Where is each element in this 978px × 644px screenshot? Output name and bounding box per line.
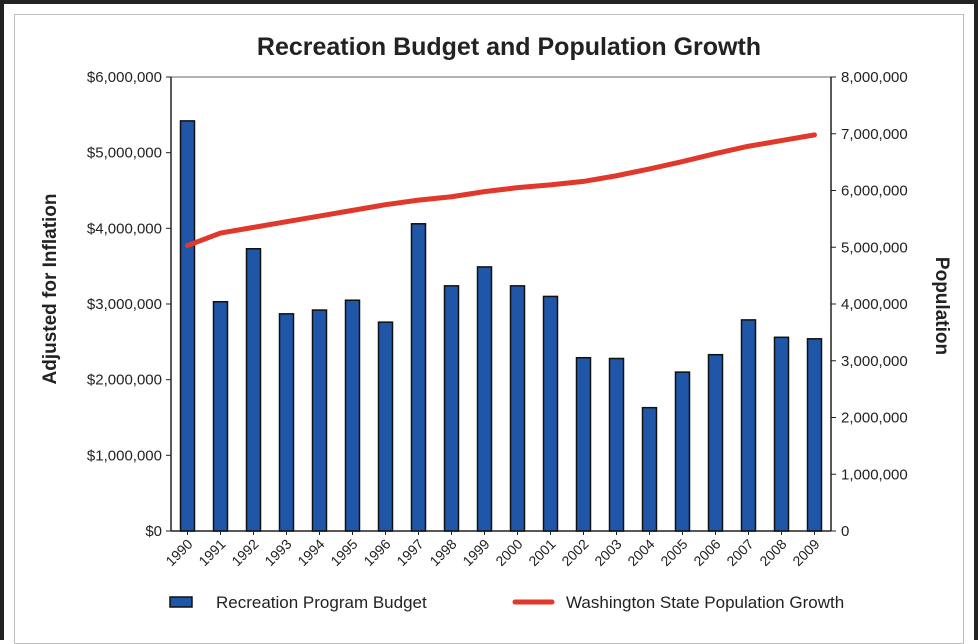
y-left-tick-label: $3,000,000 (87, 296, 162, 313)
x-tick-label: 2000 (492, 536, 525, 569)
bar-2007 (740, 319, 757, 532)
x-tick-label: 2001 (525, 536, 558, 569)
y-right-tick-label: 7,000,000 (841, 126, 908, 143)
chart-title: Recreation Budget and Population Growth (257, 33, 761, 61)
x-tick-label: 2006 (690, 536, 723, 569)
bar-1995 (344, 299, 361, 532)
legend-label-population: Washington State Population Growth (566, 593, 844, 612)
x-tick-label: 2008 (756, 536, 789, 569)
bar-2009 (806, 338, 823, 532)
y-right-tick-label: 2,000,000 (841, 410, 908, 427)
bar-1998 (443, 285, 460, 532)
y-right-tick-label: 4,000,000 (841, 296, 908, 313)
x-tick-label: 1998 (426, 536, 459, 569)
bar-1992 (245, 248, 262, 532)
bar-2000 (509, 285, 526, 532)
y-axis-right-label: Population (931, 257, 952, 355)
bar-2005 (674, 371, 691, 532)
bar-2004 (641, 406, 658, 532)
line-population (185, 132, 817, 249)
y-right-tick-label: 3,000,000 (841, 353, 908, 370)
bar-2003 (608, 357, 625, 532)
y-left-tick-label: $4,000,000 (87, 220, 162, 237)
x-tick-label: 1995 (327, 536, 360, 569)
y-right-tick-label: 6,000,000 (841, 183, 908, 200)
x-tick-label: 2009 (789, 536, 822, 569)
x-tick-label: 1999 (459, 536, 492, 569)
legend-swatch-budget (169, 596, 193, 608)
x-tick-label: 1996 (360, 536, 393, 569)
x-tick-label: 1993 (261, 536, 294, 569)
x-tick-label: 1990 (162, 536, 195, 569)
bar-1997 (410, 223, 427, 532)
y-right-tick-label: 1,000,000 (841, 466, 908, 483)
x-tick-label: 2007 (723, 536, 756, 569)
bar-2001 (542, 295, 559, 532)
y-left-tick-label: $2,000,000 (87, 372, 162, 389)
x-tick-label: 2003 (591, 536, 624, 569)
y-right-tick-label: 8,000,000 (841, 69, 908, 86)
x-tick-label: 1997 (393, 536, 426, 569)
y-left-tick-label: $0 (145, 523, 162, 540)
bar-1999 (476, 266, 493, 532)
x-tick-label: 2005 (657, 536, 690, 569)
y-axis-left-label: Adjusted for Inflation (40, 193, 61, 384)
legend: Recreation Program Budget Washington Stat… (169, 593, 844, 612)
bar-2008 (773, 336, 790, 532)
x-tick-label: 2004 (624, 536, 657, 569)
bar-2002 (575, 356, 592, 532)
bar-1993 (278, 313, 295, 532)
y-right-tick-label: 5,000,000 (841, 239, 908, 256)
bar-2006 (707, 353, 724, 532)
y-left-tick-label: $1,000,000 (87, 447, 162, 464)
bar-1991 (212, 300, 229, 532)
bar-1996 (377, 321, 394, 532)
x-tick-label: 1991 (195, 536, 228, 569)
y-left-tick-label: $5,000,000 (87, 145, 162, 162)
legend-label-budget: Recreation Program Budget (216, 593, 427, 612)
y-left-tick-label: $6,000,000 (87, 69, 162, 86)
x-tick-label: 2002 (558, 536, 591, 569)
x-tick-label: 1994 (294, 536, 327, 569)
x-tick-label: 1992 (228, 536, 261, 569)
y-right-tick-label: 0 (841, 523, 849, 540)
bar-1990 (179, 120, 196, 532)
bar-1994 (311, 309, 328, 532)
